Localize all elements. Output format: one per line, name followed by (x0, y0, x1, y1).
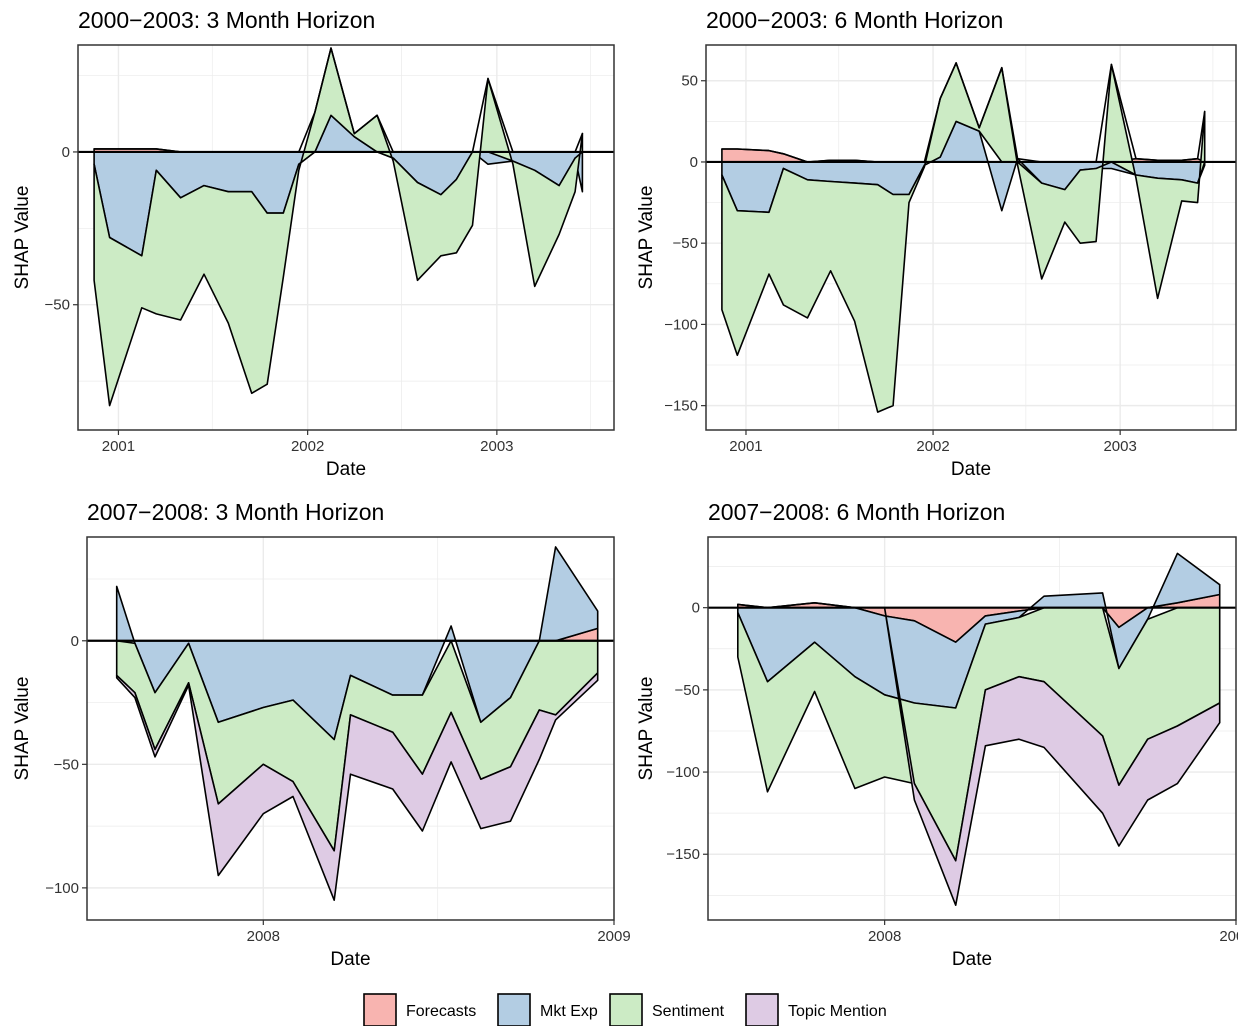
legend-label: Sentiment (652, 1003, 725, 1020)
y-tick-label: −50 (45, 297, 70, 314)
legend-swatch (363, 993, 397, 1026)
panel-2007-2008-3-month: 0 −50 −100 2008 2009 2007−2008: 3 Month Horiz… (12, 499, 631, 970)
stacked-areas (737, 552, 1221, 906)
y-tick-label: −50 (673, 235, 698, 252)
y-tick-label: −150 (664, 398, 698, 415)
panel-border (707, 536, 1237, 921)
y-tick-label: −50 (54, 756, 79, 773)
legend-label: Mkt Exp (540, 1003, 598, 1020)
y-tick-label: 50 (681, 73, 698, 90)
panel-border (705, 44, 1237, 431)
y-tick-label: −100 (45, 880, 79, 897)
y-tick-label: 0 (62, 144, 70, 161)
area-topic-mention (737, 602, 1221, 906)
x-tick-label: 2003 (480, 438, 513, 455)
legend-swatch (745, 993, 779, 1026)
chart-title: 2000−2003: 3 Month Horizon (78, 7, 375, 33)
x-tick-label: 2002 (916, 438, 949, 455)
y-tick-label: −150 (666, 846, 700, 863)
panel-2007-2008-6-month: 0 −50 −100 −150 2008 2009 2007−2008: 6 Month H… (636, 499, 1238, 970)
x-tick-label: 2009 (1219, 928, 1238, 945)
x-tick-label: 2008 (247, 928, 280, 945)
legend-item: Forecasts (363, 993, 476, 1026)
x-axis-label: Date (952, 949, 992, 970)
legend: Forecasts Mkt Exp Sentiment Topic Mention (363, 993, 887, 1026)
legend-swatch (609, 993, 643, 1026)
panel-2000-2003-6-month: 50 0 −50 −100 −150 2001 2002 2003 2000−2003: 6 M… (636, 7, 1237, 480)
area-topic-mention (115, 672, 599, 901)
y-axis-label: SHAP Value (12, 186, 33, 290)
x-tick-label: 2001 (102, 438, 135, 455)
legend-item: Sentiment (609, 993, 725, 1026)
chart-title: 2007−2008: 3 Month Horizon (87, 499, 384, 525)
x-axis-label: Date (326, 459, 366, 480)
legend-label: Forecasts (406, 1003, 476, 1020)
x-axis-label: Date (951, 459, 991, 480)
x-tick-label: 2009 (597, 928, 630, 945)
legend-swatch (497, 993, 531, 1026)
y-tick-label: −100 (666, 764, 700, 781)
x-tick-label: 2003 (1103, 438, 1136, 455)
stacked-areas (115, 546, 599, 901)
panel-border (86, 536, 615, 921)
y-tick-label: −50 (675, 682, 700, 699)
y-axis-label: SHAP Value (636, 677, 657, 781)
x-tick-label: 2001 (729, 438, 762, 455)
y-tick-label: 0 (690, 154, 698, 171)
y-tick-label: −100 (664, 316, 698, 333)
x-tick-label: 2008 (868, 928, 901, 945)
panel-border (77, 44, 615, 431)
x-tick-label: 2002 (291, 438, 324, 455)
legend-item: Mkt Exp (497, 993, 598, 1026)
panel-2000-2003-3-month: 0 −50 2001 2002 2003 2000−2003: 3 Month Horiz… (12, 7, 615, 480)
y-axis-label: SHAP Value (12, 677, 33, 781)
y-axis-label: SHAP Value (636, 186, 657, 290)
chart-title: 2000−2003: 6 Month Horizon (706, 7, 1003, 33)
legend-item: Topic Mention (745, 993, 887, 1026)
legend-label: Topic Mention (788, 1003, 887, 1020)
y-tick-label: 0 (71, 633, 79, 650)
y-tick-label: 0 (692, 600, 700, 617)
x-axis-label: Date (330, 949, 370, 970)
chart-title: 2007−2008: 6 Month Horizon (708, 499, 1005, 525)
